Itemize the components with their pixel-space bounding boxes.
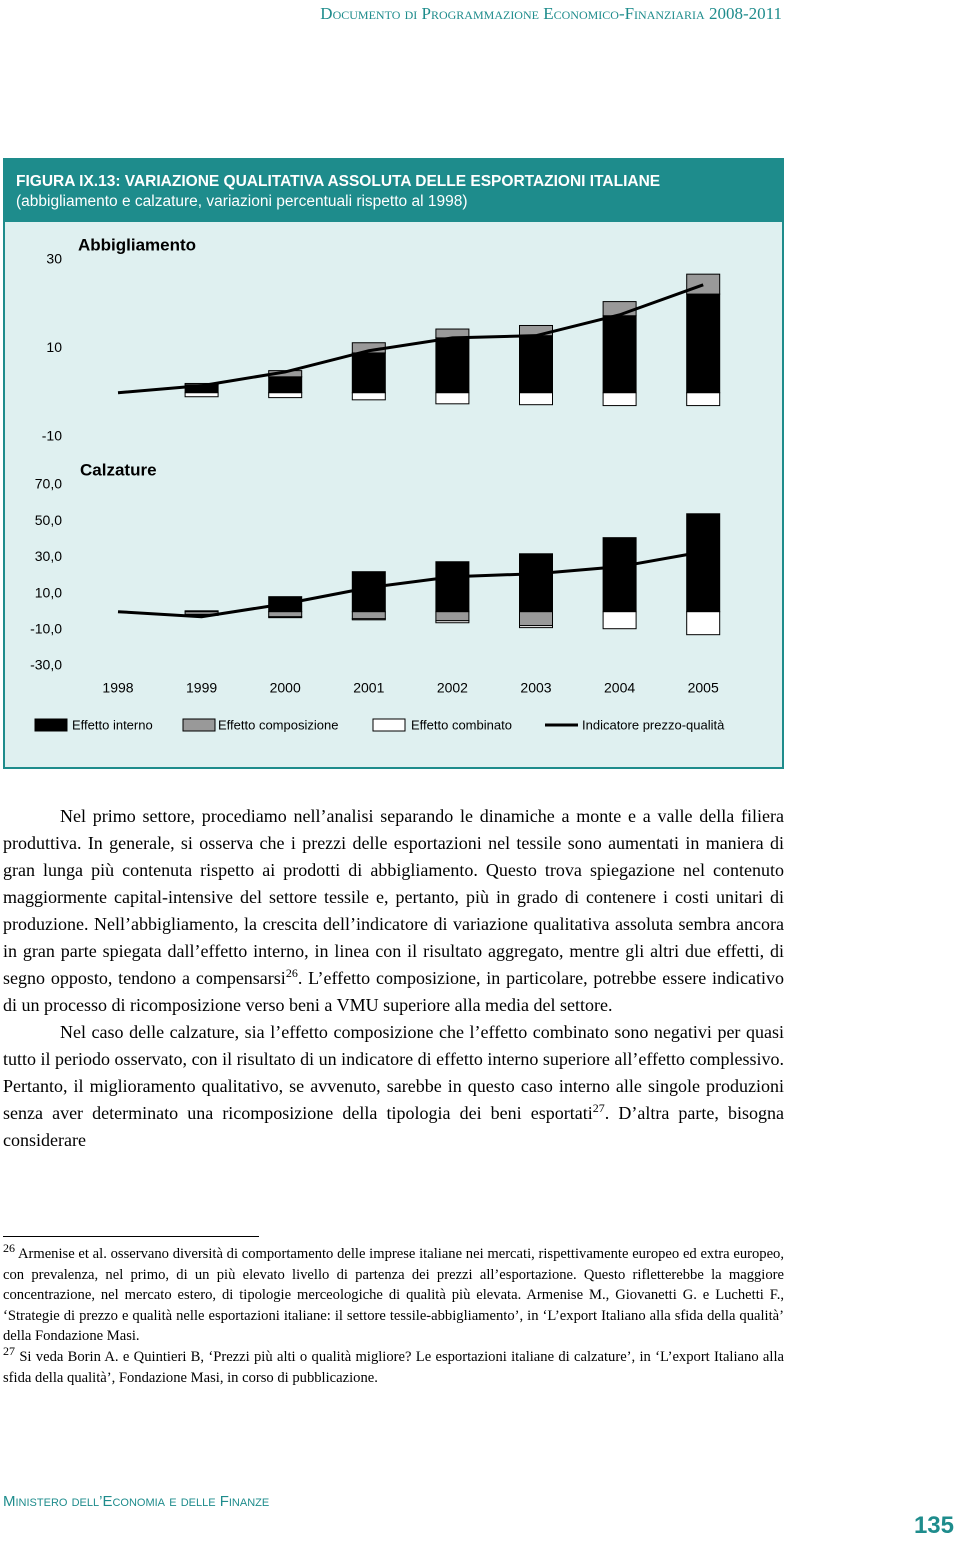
x-tick-label: 2004: [604, 680, 635, 696]
bar-segment: [602, 392, 637, 407]
panel-title: Abbigliamento: [78, 235, 196, 254]
page-number: 135: [913, 1512, 954, 1539]
figure-subtitle: (abbigliamento e calzature, variazioni p…: [16, 193, 467, 210]
paragraph: Nel caso delle calzature, sia l’effetto …: [3, 1019, 784, 1154]
bar-segment: [519, 625, 553, 629]
y-tick-label: -30,0: [30, 657, 62, 673]
figure-box: [3, 158, 784, 769]
y-tick-label: -10,0: [30, 621, 62, 637]
footnotes: 26 Armenise et al. osservano diversità d…: [3, 1241, 785, 1388]
legend-label: Effetto interno: [72, 717, 153, 732]
y-tick-label: 10,0: [35, 584, 62, 600]
y-tick-label: 10: [46, 339, 62, 355]
bar-segment: [686, 273, 721, 295]
text-run: Nel primo settore, procediamo nell’anali…: [3, 806, 784, 988]
bar-segment: [268, 392, 303, 399]
text-run: . D’altra parte, bisogna considerare: [3, 1103, 784, 1150]
bar-segment: [351, 618, 386, 621]
bar-segment: [435, 561, 470, 613]
legend-label: Effetto composizione: [218, 717, 338, 732]
bar-segment: [602, 537, 637, 613]
bar-segment: [602, 611, 637, 630]
bar-segment: [519, 392, 553, 406]
bar-segment: [435, 620, 470, 624]
bar-segment: [268, 376, 303, 394]
footnote-rule: [3, 1236, 259, 1237]
y-tick-label: 70,0: [35, 476, 62, 492]
legend-swatch: [372, 718, 406, 732]
bar-segment: [268, 611, 303, 618]
bar-segment: [268, 616, 303, 619]
panel-title: Calzature: [80, 460, 157, 479]
legend-label: Indicatore prezzo-qualità: [582, 717, 725, 732]
bar-segment: [602, 315, 637, 394]
indicator-line: [117, 550, 704, 619]
figure-title: FIGURA IX.13: VARIAZIONE QUALITATIVA ASS…: [16, 173, 660, 190]
bar-segment: [351, 571, 386, 613]
x-tick-label: 2000: [270, 680, 301, 696]
paragraph: Nel primo settore, procediamo nell’anali…: [3, 803, 784, 1019]
footnote: 27 Si veda Borin A. e Quintieri B, ‘Prez…: [3, 1344, 784, 1388]
footnote: 26 Armenise et al. osservano diversità d…: [3, 1241, 785, 1347]
bar-segment: [435, 337, 470, 394]
x-tick-label: 1998: [102, 680, 133, 696]
legend-swatch: [182, 718, 216, 732]
text-run: . L’effetto composizione, in particolare…: [3, 968, 785, 1015]
footnote-ref: 27: [592, 1101, 605, 1115]
bar-segment: [184, 392, 219, 398]
figure-title-band: [3, 158, 784, 222]
x-tick-label: 2005: [688, 680, 719, 696]
indicator-line: [117, 283, 704, 395]
figure: FIGURA IX.13: VARIAZIONE QUALITATIVA ASS…: [16, 173, 725, 732]
footnote-number: 27: [3, 1344, 15, 1359]
bar-segment: [686, 513, 721, 613]
x-tick-label: 2001: [353, 680, 384, 696]
bar-segment: [351, 611, 386, 620]
footnote-ref: 26: [285, 966, 298, 980]
bar-segment: [435, 392, 470, 405]
body-text: Nel primo settore, procediamo nell’anali…: [3, 803, 784, 1154]
x-tick-label: 2002: [437, 680, 468, 696]
bar-segment: [351, 392, 386, 401]
bar-segment: [686, 392, 721, 407]
bar-segment: [351, 352, 386, 394]
legend-label: Effetto combinato: [411, 717, 512, 732]
bar-segment: [686, 611, 721, 636]
bar-segment: [686, 293, 721, 394]
y-tick-label: 30: [46, 251, 62, 267]
bar-segment: [519, 611, 553, 627]
footnote-text: Si veda Borin A. e Quintieri B, ‘Prezzi …: [3, 1348, 784, 1386]
y-tick-label: -10: [42, 428, 62, 444]
running-header: Documento di Programmazione Economico-Fi…: [320, 4, 782, 23]
footer: Ministero dell’Economia e delle Finanze: [3, 1493, 270, 1510]
y-tick-label: 50,0: [35, 512, 62, 528]
y-tick-label: 30,0: [35, 548, 62, 564]
footnote-text: Armenise et al. osservano diversità di c…: [3, 1246, 785, 1345]
x-tick-label: 2003: [520, 680, 551, 696]
legend-swatch: [34, 718, 68, 732]
bar-segment: [519, 335, 553, 394]
bar-segment: [435, 611, 470, 622]
bar-segment: [519, 553, 553, 613]
footnote-number: 26: [3, 1241, 15, 1256]
x-tick-label: 1999: [186, 680, 217, 696]
text-run: Nel caso delle calzature, sia l’effetto …: [3, 1022, 784, 1123]
